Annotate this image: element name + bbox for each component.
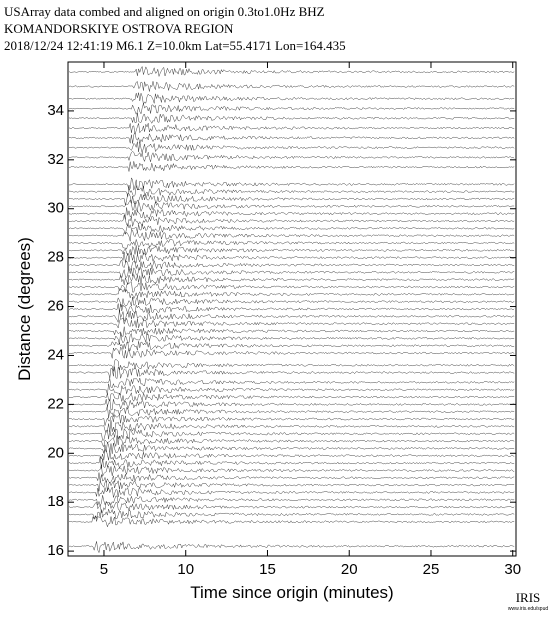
seismic-trace [68, 495, 515, 507]
seismic-trace [68, 214, 515, 227]
seismic-trace [68, 239, 515, 250]
seismic-trace [68, 132, 515, 145]
seismic-trace [68, 508, 515, 520]
seismic-trace [68, 266, 515, 279]
seismic-trace [68, 514, 515, 528]
x-tick-label: 10 [177, 561, 194, 578]
y-tick-label: 28 [47, 249, 64, 266]
seismic-trace [68, 540, 515, 554]
seismic-trace [68, 273, 515, 285]
seismic-trace [68, 472, 515, 484]
plot-frame [67, 61, 517, 557]
seismic-trace [68, 340, 515, 352]
seismic-trace [68, 464, 515, 478]
seismic-trace [68, 420, 515, 433]
seismic-trace [68, 500, 515, 513]
seismic-trace [68, 177, 515, 191]
seismic-trace [68, 92, 515, 105]
y-tick-label: 20 [47, 444, 64, 461]
seismic-trace [68, 456, 515, 469]
event-info: 2018/12/24 12:41:19 M6.1 Z=10.0km Lat=55… [4, 38, 346, 53]
seismic-trace [68, 398, 515, 411]
seismic-trace [68, 199, 515, 213]
y-tick-label: 22 [47, 395, 64, 412]
seismic-trace [68, 413, 515, 426]
seismic-trace [68, 81, 515, 92]
y-tick-label: 34 [47, 102, 64, 119]
seismic-trace [68, 65, 515, 78]
x-tick-label: 30 [504, 561, 521, 578]
seismic-trace [68, 281, 515, 293]
seismic-trace [68, 428, 515, 441]
seismic-trace [68, 259, 515, 271]
x-axis-label: Time since origin (minutes) [190, 583, 393, 602]
seismic-trace [68, 435, 515, 448]
y-tick-label: 18 [47, 493, 64, 510]
seismic-trace [68, 223, 515, 235]
y-tick-label: 26 [47, 298, 64, 315]
x-tick-label: 25 [423, 561, 440, 578]
seismic-trace [68, 326, 515, 337]
chart-title: USArray data combed and aligned on origi… [4, 4, 325, 19]
seismic-trace [69, 366, 515, 380]
seismic-trace [68, 486, 515, 498]
seismic-trace [68, 310, 515, 324]
seismic-trace [68, 123, 515, 135]
y-tick-label: 30 [47, 200, 64, 217]
seismic-trace [69, 193, 515, 206]
seismic-trace [68, 296, 515, 307]
seismic-trace [68, 332, 515, 345]
x-tick-label: 20 [341, 561, 358, 578]
seismic-trace [68, 303, 515, 315]
chart-subtitle: KOMANDORSKIYE OSTROVA REGION [4, 21, 234, 36]
seismic-trace [69, 383, 515, 396]
y-tick-label: 32 [47, 151, 64, 168]
seismic-trace [68, 479, 515, 492]
seismic-trace [68, 252, 515, 264]
seismic-trace [68, 405, 515, 419]
x-tick-label: 5 [100, 561, 108, 578]
seismic-trace [68, 102, 515, 115]
seismic-trace [68, 207, 515, 220]
logo-url: www.iris.edu/spud [508, 606, 549, 612]
logo: IRIS [516, 590, 541, 605]
seismic-trace [68, 151, 515, 163]
y-tick-label: 24 [47, 346, 64, 363]
y-axis-label: Distance (degrees) [15, 237, 34, 381]
seismic-trace [69, 184, 515, 198]
seismic-trace [68, 245, 515, 256]
seismic-trace [68, 449, 515, 461]
seismic-trace [68, 229, 515, 242]
seismic-trace [68, 161, 515, 173]
seismic-trace [68, 346, 515, 360]
y-tick-label: 16 [47, 542, 64, 559]
seismic-trace [68, 288, 515, 300]
seismic-trace [68, 441, 515, 454]
seismic-trace [69, 377, 515, 389]
seismic-trace [68, 141, 515, 153]
seismic-trace [68, 317, 515, 329]
seismic-trace [68, 358, 515, 372]
seismic-trace [68, 112, 515, 124]
seismic-trace [68, 391, 515, 404]
x-tick-label: 15 [259, 561, 276, 578]
